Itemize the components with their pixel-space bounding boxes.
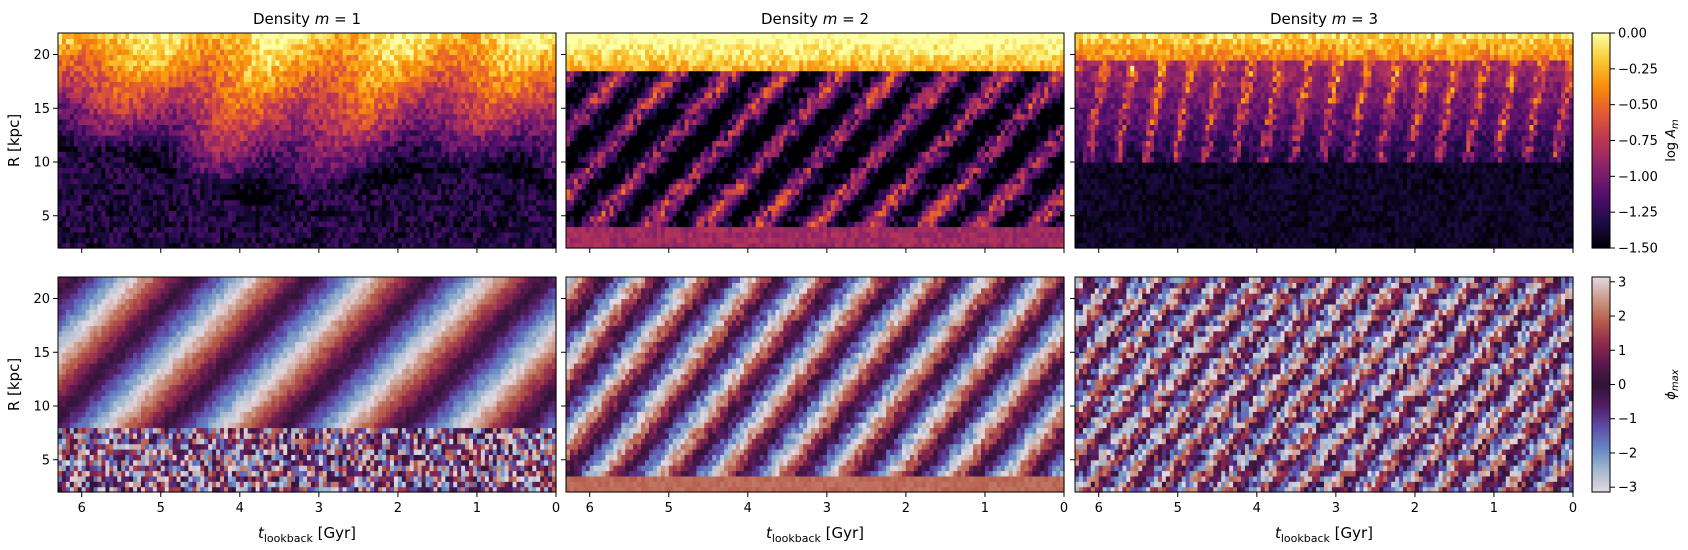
colorbar-tick-label: −0.25 xyxy=(1618,62,1658,77)
panel-title: Density m = 3 xyxy=(1270,10,1378,28)
panel-title-value: = 2 xyxy=(837,10,869,28)
x-tick-label: 5 xyxy=(665,501,673,516)
heatmap-panel-phase-m3 xyxy=(1075,277,1574,493)
x-axis-label-unit: [Gyr] xyxy=(1330,524,1373,542)
panel-frame xyxy=(565,32,1065,249)
y-axis-label: R [kpc] xyxy=(5,358,23,411)
colorbar-tick-label: 1 xyxy=(1618,344,1626,359)
colorbar-tick-label: −0.50 xyxy=(1618,98,1658,113)
colorbar-tick-label: −2 xyxy=(1618,446,1637,461)
x-axis-label-sub: lookback xyxy=(264,532,314,545)
panel-title: Density m = 1 xyxy=(253,10,361,28)
heatmap-panel-amplitude-m1 xyxy=(58,33,557,249)
x-tick-label: 2 xyxy=(394,501,402,516)
x-tick-label: 1 xyxy=(1490,501,1498,516)
heatmap-panel-amplitude-m2 xyxy=(566,33,1065,249)
x-tick-label: 2 xyxy=(902,501,910,516)
y-tick-label: 15 xyxy=(33,346,50,361)
x-tick-label: 3 xyxy=(315,501,323,516)
x-tick-label: 1 xyxy=(473,501,481,516)
y-tick-label: 20 xyxy=(33,48,50,63)
x-tick-label: 4 xyxy=(236,501,244,516)
panel-title-value: = 3 xyxy=(1346,10,1378,28)
colorbar-tick-label: 0.00 xyxy=(1618,27,1647,42)
panel-frame xyxy=(57,32,557,249)
x-tick-label: 3 xyxy=(1332,501,1340,516)
y-tick-label: 15 xyxy=(33,102,50,117)
x-axis-label-unit: [Gyr] xyxy=(313,524,356,542)
panel-title-text: Density xyxy=(253,10,315,28)
panel-frame xyxy=(565,276,1065,493)
x-tick-label: 0 xyxy=(1569,501,1577,516)
colorbar-amplitude xyxy=(1592,33,1610,249)
x-axis-label-sub: lookback xyxy=(772,532,822,545)
x-axis-label: tlookback [Gyr] xyxy=(1275,524,1373,545)
heatmap-panel-phase-m1 xyxy=(58,277,557,493)
y-tick-label: 10 xyxy=(33,400,50,415)
x-axis-label-unit: [Gyr] xyxy=(821,524,864,542)
colorbar-tick-label: −1.25 xyxy=(1618,206,1658,221)
colorbar-label-sub: m xyxy=(1670,119,1681,129)
x-tick-label: 3 xyxy=(823,501,831,516)
x-tick-label: 0 xyxy=(552,501,560,516)
colorbar-tick-label: 0 xyxy=(1618,378,1626,393)
x-tick-label: 0 xyxy=(1060,501,1068,516)
panel-title-text: Density xyxy=(1270,10,1332,28)
panel-frame xyxy=(1074,32,1574,249)
panel-title-math: m xyxy=(823,10,838,28)
colorbar-tick-label: 3 xyxy=(1618,275,1626,290)
panel-title: Density m = 2 xyxy=(761,10,869,28)
colorbar-label-prefix: log xyxy=(1664,138,1679,162)
colorbar-label: ϕmax xyxy=(1664,369,1681,399)
x-tick-label: 4 xyxy=(744,501,752,516)
heatmap-panel-amplitude-m3 xyxy=(1075,33,1574,249)
x-tick-label: 2 xyxy=(1411,501,1419,516)
colorbar-tick-label: −0.75 xyxy=(1618,134,1658,149)
panel-title-value: = 1 xyxy=(329,10,361,28)
x-axis-label: tlookback [Gyr] xyxy=(766,524,864,545)
colorbar-tick-label: −1.00 xyxy=(1618,170,1658,185)
colorbar-tick-label: 2 xyxy=(1618,310,1626,325)
y-tick-label: 5 xyxy=(42,209,50,224)
x-tick-label: 6 xyxy=(586,501,594,516)
colorbar-tick-label: −1.50 xyxy=(1618,242,1658,257)
x-tick-label: 5 xyxy=(1174,501,1182,516)
colorbar-phase xyxy=(1592,277,1610,493)
panel-title-math: m xyxy=(315,10,330,28)
panel-title-text: Density xyxy=(761,10,823,28)
x-tick-label: 4 xyxy=(1253,501,1261,516)
colorbar-tick-label: −1 xyxy=(1618,412,1637,427)
colorbar-label-math: A xyxy=(1664,129,1679,139)
x-tick-label: 5 xyxy=(157,501,165,516)
heatmap-panel-phase-m2 xyxy=(566,277,1065,493)
x-tick-label: 6 xyxy=(1095,501,1103,516)
colorbar-label-math: ϕ xyxy=(1664,391,1679,400)
x-axis-label-sub: lookback xyxy=(1281,532,1331,545)
panel-frame xyxy=(1074,276,1574,493)
y-tick-label: 5 xyxy=(42,453,50,468)
x-tick-label: 1 xyxy=(981,501,989,516)
x-axis-label-main: t xyxy=(1275,524,1282,542)
x-axis-label-main: t xyxy=(766,524,773,542)
x-axis-label-main: t xyxy=(258,524,265,542)
x-tick-label: 6 xyxy=(78,501,86,516)
y-axis-label: R [kpc] xyxy=(5,114,23,167)
panel-frame xyxy=(57,276,557,493)
y-tick-label: 20 xyxy=(33,292,50,307)
colorbar-tick-label: −3 xyxy=(1618,481,1637,496)
colorbar-label: log Am xyxy=(1664,119,1681,162)
panel-title-math: m xyxy=(1332,10,1347,28)
colorbar-label-sub: max xyxy=(1670,369,1681,391)
y-tick-label: 10 xyxy=(33,156,50,171)
x-axis-label: tlookback [Gyr] xyxy=(258,524,356,545)
